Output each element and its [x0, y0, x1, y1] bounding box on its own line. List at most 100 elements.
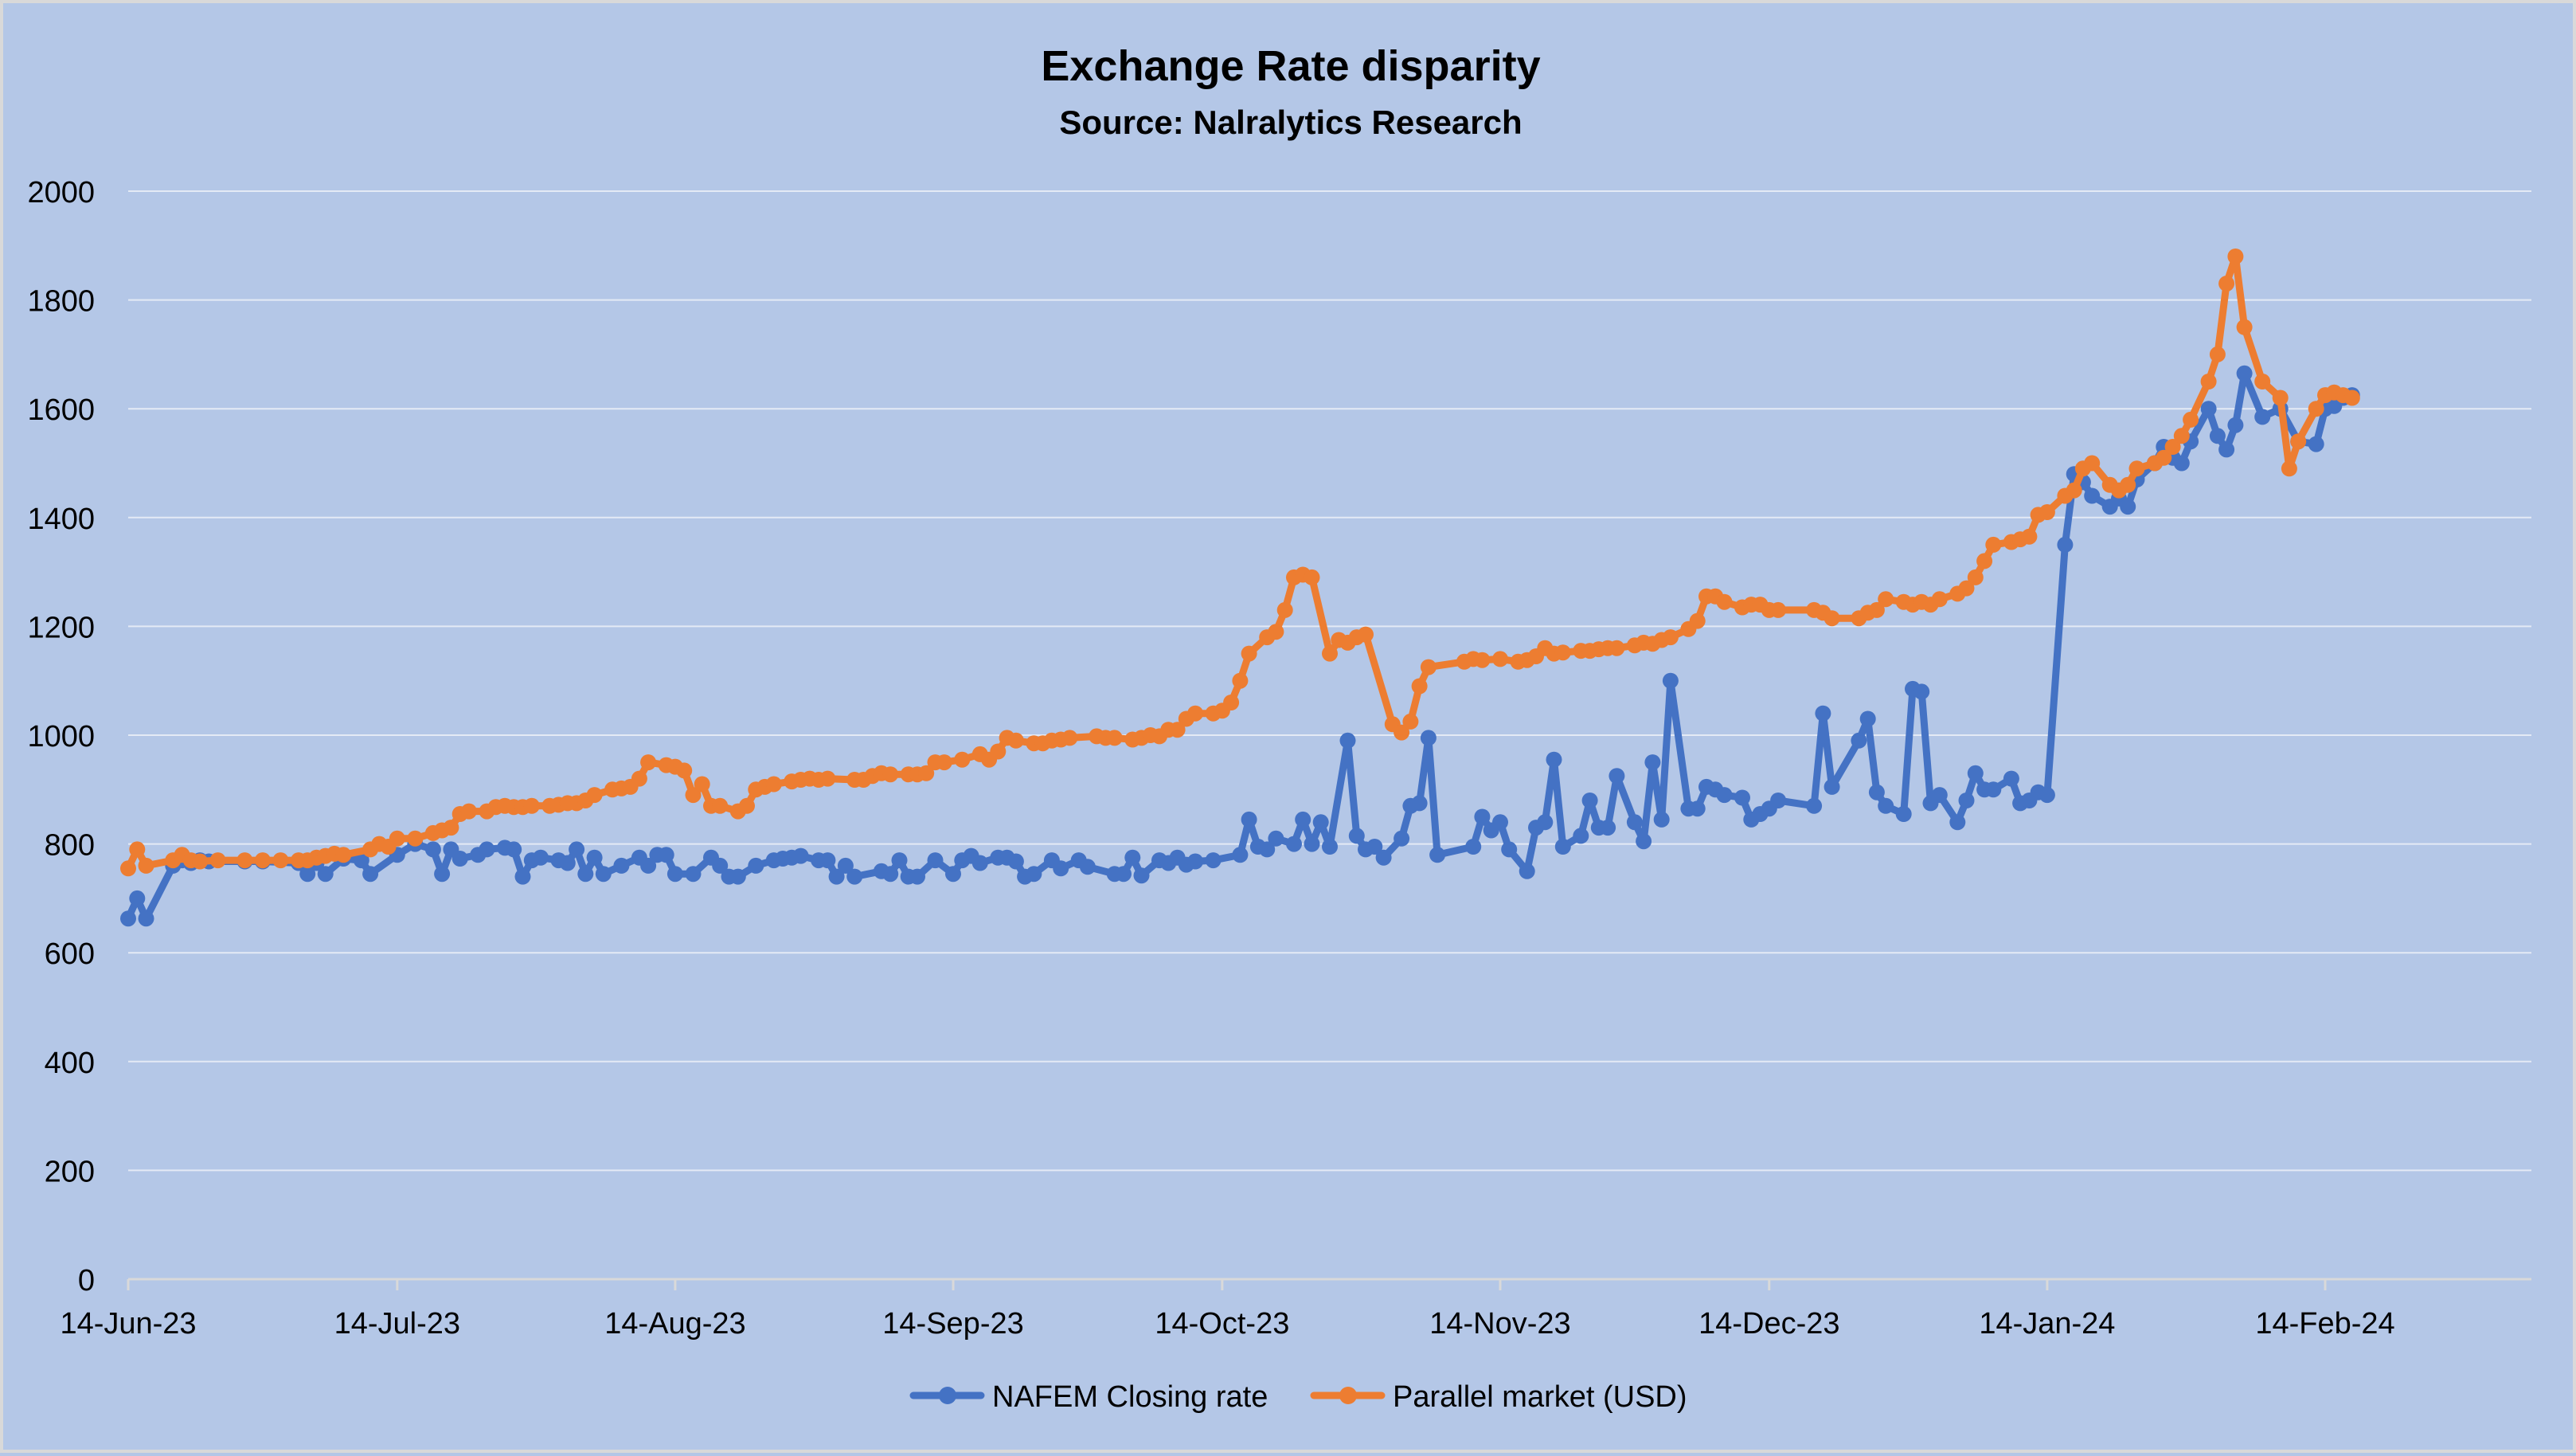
y-tick-label: 400: [45, 1047, 95, 1080]
data-point: [2236, 319, 2253, 335]
data-point: [2281, 460, 2297, 477]
data-point: [1967, 569, 1984, 585]
gridlines: [128, 190, 2531, 1172]
data-point: [1394, 830, 1410, 847]
data-point: [2272, 389, 2289, 406]
data-point: [1859, 710, 1876, 727]
data-point: [1931, 787, 1948, 804]
data-point: [1474, 808, 1491, 825]
data-point: [138, 910, 154, 927]
chart-subtitle: Source: Nalralytics Research: [1059, 104, 1522, 141]
data-point: [569, 841, 585, 858]
data-point: [1241, 811, 1257, 828]
data-point: [1304, 569, 1320, 585]
data-point: [2343, 389, 2360, 406]
data-point: [1985, 781, 2002, 798]
data-point: [1061, 730, 1078, 746]
data-point: [533, 849, 549, 866]
data-point: [640, 754, 657, 771]
data-point: [792, 847, 809, 864]
data-point: [1411, 795, 1428, 812]
data-point: [1554, 644, 1571, 661]
data-point: [918, 765, 935, 781]
data-point: [676, 762, 693, 779]
y-tick-label: 1600: [27, 393, 95, 427]
data-point: [927, 852, 944, 869]
data-point: [120, 910, 136, 927]
data-point: [1554, 839, 1571, 855]
data-point: [335, 847, 352, 863]
x-tick-label: 14-Aug-23: [604, 1307, 745, 1341]
data-point: [712, 797, 729, 814]
data-point: [685, 866, 702, 883]
data-point: [2183, 411, 2199, 428]
data-point: [1626, 814, 1643, 831]
data-point: [1689, 800, 1706, 817]
data-point: [362, 866, 379, 883]
data-point: [1878, 591, 1894, 608]
data-point: [1985, 536, 2002, 553]
data-point: [1716, 593, 1733, 610]
data-point: [559, 855, 576, 871]
data-point: [1411, 678, 1428, 695]
data-point: [1232, 847, 1249, 863]
data-point: [640, 857, 657, 874]
x-tick-label: 14-Jun-23: [60, 1307, 196, 1341]
data-point: [1187, 853, 1204, 870]
y-tick-label: 600: [45, 937, 95, 971]
data-point: [1053, 860, 1069, 877]
data-point: [1079, 859, 1096, 875]
data-point: [1734, 789, 1750, 806]
data-point: [631, 770, 647, 787]
data-point: [1573, 828, 1589, 844]
data-point: [586, 849, 603, 866]
data-point: [1581, 793, 1598, 808]
data-point: [1824, 610, 1840, 627]
data-point: [909, 868, 925, 885]
data-point: [1026, 866, 1042, 883]
data-point: [192, 853, 209, 870]
data-point: [479, 841, 495, 858]
data-point: [1286, 836, 1302, 852]
data-point: [882, 866, 899, 883]
data-point: [586, 787, 603, 804]
y-tick-label: 1000: [27, 720, 95, 753]
y-tick-label: 800: [45, 829, 95, 863]
data-point: [1770, 793, 1787, 808]
data-point: [2084, 487, 2101, 504]
data-point: [1537, 814, 1554, 831]
data-point: [819, 852, 836, 869]
x-tick-label: 14-Oct-23: [1155, 1307, 1289, 1341]
data-point: [1007, 853, 1024, 870]
data-point: [2308, 401, 2324, 417]
data-point: [1402, 713, 1419, 730]
data-point: [2156, 449, 2172, 466]
data-point: [2120, 476, 2136, 493]
data-point: [299, 866, 316, 883]
data-point: [2227, 417, 2244, 433]
data-point: [2254, 374, 2271, 389]
data-point: [658, 847, 674, 863]
data-point: [1609, 640, 1625, 656]
data-point: [882, 766, 899, 783]
data-point: [434, 866, 451, 883]
data-point: [1358, 626, 1374, 643]
data-point: [2003, 770, 2019, 787]
data-point: [2254, 409, 2271, 425]
exchange-rate-chart: Exchange Rate disparity Source: Nalralyt…: [27, 42, 2531, 1414]
x-tick-label: 14-Sep-23: [882, 1307, 1023, 1341]
data-point: [129, 890, 146, 906]
data-point: [254, 852, 271, 869]
data-point: [748, 857, 764, 874]
data-point: [389, 830, 405, 847]
data-point: [1259, 841, 1276, 858]
data-point: [2039, 504, 2055, 520]
data-point: [1241, 645, 1257, 662]
data-point: [138, 857, 154, 874]
data-point: [2173, 428, 2190, 444]
data-point: [1878, 797, 1894, 814]
data-point: [1116, 866, 1132, 883]
data-point: [1420, 659, 1437, 675]
data-point: [1824, 778, 1840, 795]
data-point: [1546, 751, 1562, 768]
